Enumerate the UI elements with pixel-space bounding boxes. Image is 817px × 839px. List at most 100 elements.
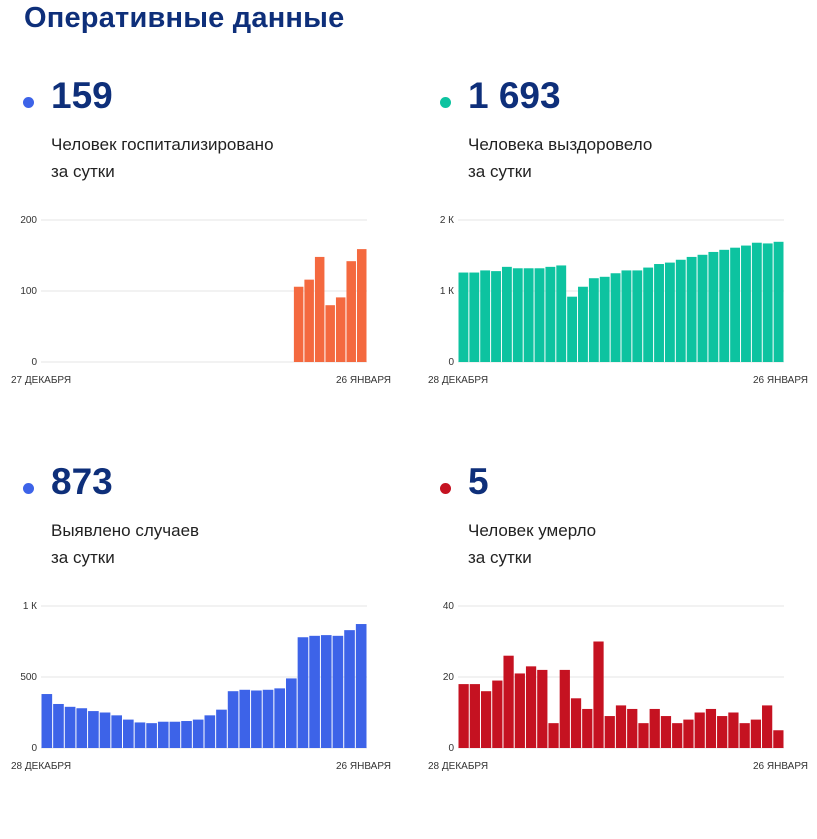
bar [675, 259, 686, 362]
bar [578, 286, 588, 362]
cases-chart: 0 500 1 К 28 ДЕКАБРЯ 26 ЯНВАРЯ [11, 601, 391, 772]
x-axis-end-label: 26 ЯНВАРЯ [753, 761, 808, 772]
y-tick-label: 0 [448, 357, 454, 368]
x-axis-start-label: 27 ДЕКАБРЯ [11, 375, 71, 386]
bar [660, 716, 672, 748]
bar [41, 694, 53, 748]
x-axis-end-label: 26 ЯНВАРЯ [336, 375, 391, 386]
bar [697, 254, 708, 362]
bar [320, 635, 332, 748]
description-line: Человека выздоровело [468, 135, 653, 154]
bar [643, 267, 654, 362]
bar [297, 637, 309, 748]
bar [314, 256, 325, 362]
deaths-count: 5 [468, 461, 489, 502]
cases-description: Выявлено случаев за сутки [51, 517, 381, 571]
y-tick-label: 200 [20, 215, 37, 226]
deaths-panel: 5 Человек умерло за сутки 0 20 40 28 ДЕКАБР… [428, 459, 817, 839]
bar [525, 666, 537, 748]
bar [686, 256, 697, 362]
bar [556, 265, 567, 362]
deaths-description: Человек умерло за сутки [468, 517, 798, 571]
y-tick-label: 1 К [440, 286, 454, 297]
y-tick-label: 20 [443, 672, 455, 683]
bar [344, 630, 355, 748]
bar [593, 641, 604, 748]
bar [751, 242, 762, 362]
bar [304, 279, 314, 362]
bar [588, 278, 599, 362]
bar [88, 711, 99, 748]
bar [632, 270, 643, 362]
x-axis-start-label: 28 ДЕКАБРЯ [428, 761, 488, 772]
bar [537, 669, 548, 748]
bar [293, 286, 304, 362]
bar [76, 708, 88, 748]
bar [146, 723, 157, 748]
bar [111, 715, 122, 748]
bullet-dot [440, 97, 451, 108]
bar [728, 712, 739, 748]
x-axis-end-label: 26 ЯНВАРЯ [336, 761, 391, 772]
bar [545, 266, 556, 362]
cases-panel: 873 Выявлено случаев за сутки 0 500 1 К 28 … [11, 459, 423, 839]
bar [719, 249, 730, 362]
bar [469, 684, 480, 748]
y-tick-label: 1 К [23, 601, 37, 612]
page-title: Оперативные данные [24, 2, 345, 34]
bar [705, 708, 717, 748]
cases-count: 873 [51, 461, 113, 502]
bar [610, 273, 621, 362]
bar [739, 723, 750, 748]
bar [355, 624, 367, 748]
bar [708, 251, 719, 362]
recovered-panel: 1 693 Человека выздоровело за сутки 0 1 К… [428, 73, 817, 453]
bar [469, 272, 480, 362]
bar [325, 305, 335, 362]
bullet-dot [23, 483, 34, 494]
bar [672, 723, 683, 748]
description-line: за сутки [468, 548, 532, 567]
bar [64, 706, 76, 748]
bar [169, 721, 181, 748]
x-axis-start-label: 28 ДЕКАБРЯ [11, 761, 71, 772]
recovered-chart: 0 1 К 2 К 28 ДЕКАБРЯ 26 ЯНВАРЯ [428, 215, 808, 386]
bar [286, 678, 297, 748]
bar [332, 635, 344, 748]
y-tick-label: 100 [20, 286, 37, 297]
bullet-dot [23, 97, 34, 108]
bar [523, 268, 534, 362]
bar [274, 688, 285, 748]
bar [741, 245, 751, 362]
hospitalized-description: Человек госпитализировано за сутки [51, 131, 381, 185]
bar [501, 266, 512, 362]
bar [750, 719, 762, 748]
bar [227, 691, 239, 748]
bar [604, 716, 615, 748]
bar [638, 723, 649, 748]
bullet-dot [440, 483, 451, 494]
y-tick-label: 0 [448, 743, 454, 754]
y-tick-label: 500 [20, 672, 37, 683]
y-tick-label: 2 К [440, 215, 454, 226]
bar [773, 730, 784, 748]
bar [356, 249, 367, 362]
recovered-description: Человека выздоровело за сутки [468, 131, 798, 185]
bar [181, 721, 192, 748]
bar [762, 705, 773, 748]
bar [548, 723, 559, 748]
bar [309, 635, 320, 748]
bar [615, 705, 627, 748]
bar [567, 296, 578, 362]
description-line: Человек госпитализировано [51, 135, 274, 154]
deaths-chart: 0 20 40 28 ДЕКАБРЯ 26 ЯНВАРЯ [428, 601, 808, 772]
hospitalized-panel: 159 Человек госпитализировано за сутки 0… [11, 73, 423, 453]
bar [503, 655, 514, 748]
y-tick-label: 40 [443, 601, 455, 612]
description-line: Человек умерло [468, 521, 597, 540]
bar [627, 708, 638, 748]
bar [491, 271, 501, 362]
bar [480, 691, 492, 748]
x-axis-start-label: 28 ДЕКАБРЯ [428, 375, 488, 386]
bar [492, 680, 503, 748]
